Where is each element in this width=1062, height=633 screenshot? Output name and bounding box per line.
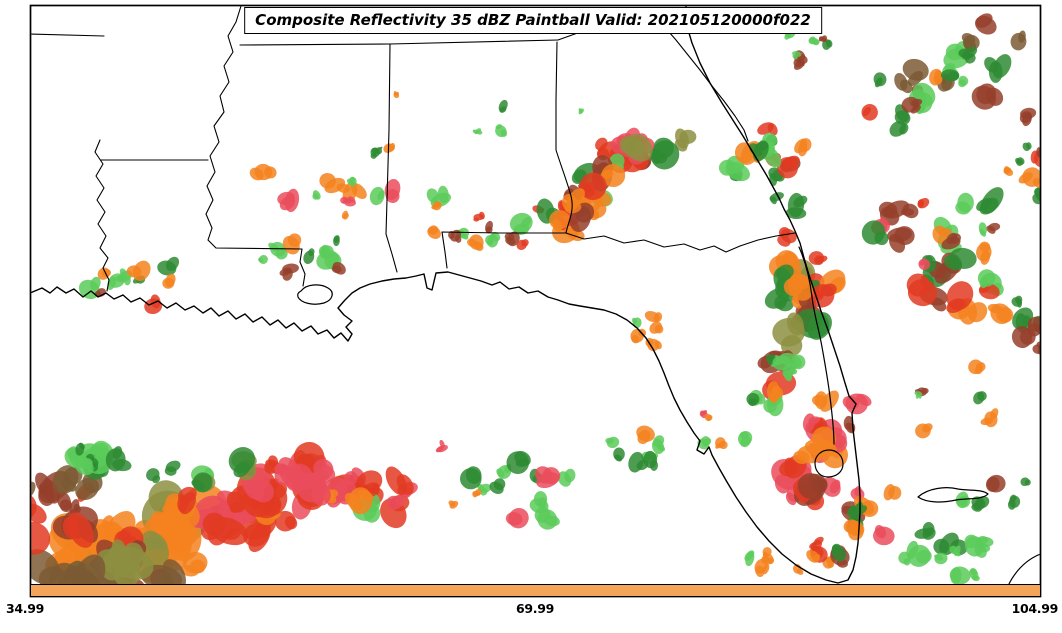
state-border-topleft <box>31 33 105 37</box>
colorbar <box>30 584 1041 597</box>
al-fl-border <box>441 231 567 269</box>
ms-al-border <box>385 43 398 273</box>
sabine-river-border-path <box>94 139 110 292</box>
bahamas-island-outline-1 <box>917 487 989 503</box>
mississippi-river-border-path <box>205 6 306 287</box>
lake-pontchartrain-outline <box>297 284 333 305</box>
st-johns-river-path <box>798 246 835 445</box>
lake-okeechobee-outline <box>814 449 844 478</box>
tn-border <box>239 39 559 46</box>
colorbar-tick-max: 104.99 <box>1011 601 1059 616</box>
al-ga-border <box>555 41 573 234</box>
map-title-text: Composite Reflectivity 35 dBZ Paintball … <box>255 11 811 29</box>
map-title-box: Composite Reflectivity 35 dBZ Paintball … <box>244 7 822 34</box>
paintball-layer <box>31 13 1040 596</box>
colorbar-tick-mid: 69.99 <box>515 601 555 616</box>
colorbar-tick-min: 34.99 <box>6 601 45 616</box>
ga-fl-border <box>565 232 796 253</box>
